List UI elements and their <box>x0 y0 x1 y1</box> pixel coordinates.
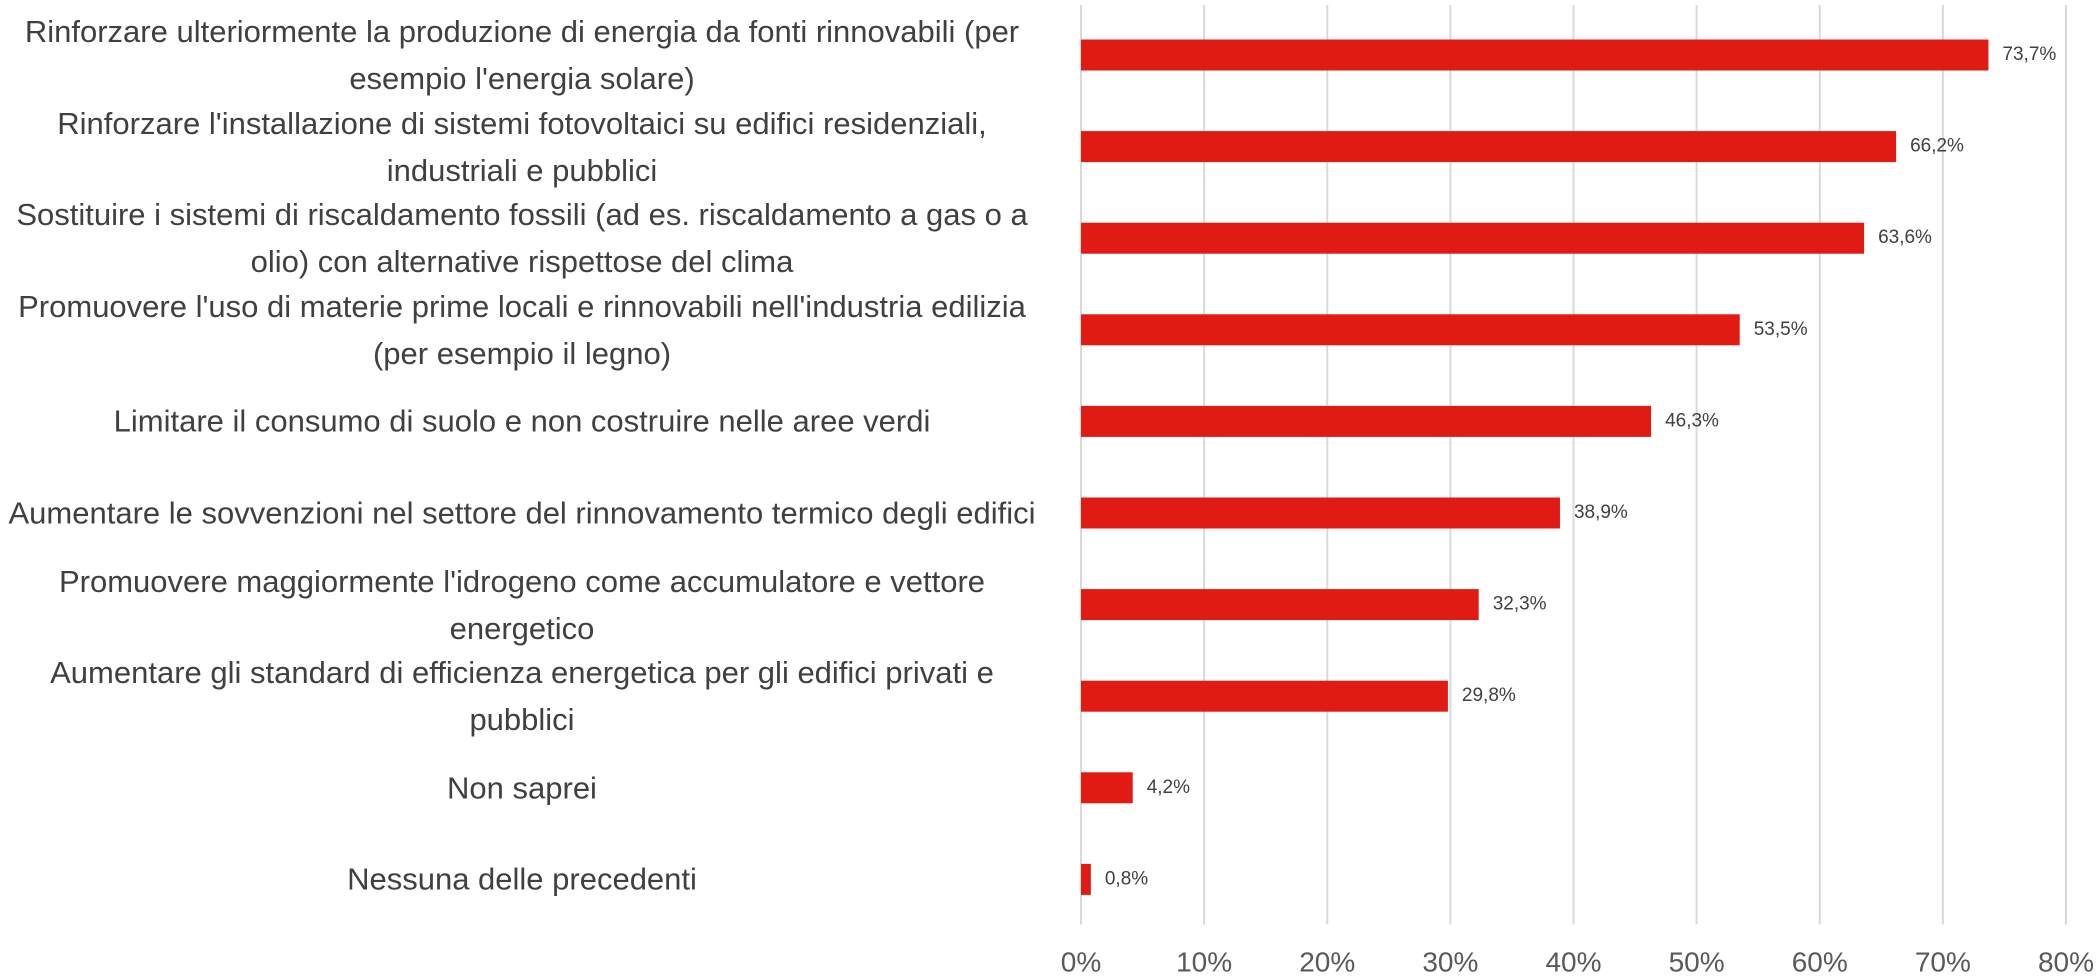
value-label: 4,2% <box>1147 777 1190 798</box>
value-label: 38,9% <box>1574 502 1628 523</box>
category-label: Limitare il consumo di suolo e non costr… <box>113 403 931 439</box>
value-label: 66,2% <box>1910 136 1964 157</box>
value-label: 63,6% <box>1878 227 1932 248</box>
x-tick-label: 60% <box>1792 946 1848 977</box>
category-label: Aumentare gli standard di efficienza ene… <box>50 655 994 738</box>
x-tick-label: 80% <box>2038 946 2094 977</box>
x-tick-label: 40% <box>1545 946 1601 977</box>
bar <box>1081 772 1133 804</box>
category-label: Rinforzare l'installazione di sistemi fo… <box>57 105 987 188</box>
value-label: 53,5% <box>1754 319 1808 340</box>
bar <box>1081 222 1865 254</box>
category-label: Non saprei <box>447 770 597 806</box>
x-tick-label: 0% <box>1061 946 1101 977</box>
category-label: Aumentare le sovvenzioni nel settore del… <box>8 495 1036 531</box>
value-label: 46,3% <box>1665 410 1719 431</box>
bar <box>1081 863 1091 895</box>
category-label: Promuovere maggiormente l'idrogeno come … <box>58 563 986 646</box>
value-label: 29,8% <box>1462 685 1516 706</box>
bar <box>1081 131 1897 163</box>
x-tick-label: 30% <box>1422 946 1478 977</box>
x-tick-label: 50% <box>1669 946 1725 977</box>
bar <box>1081 405 1652 437</box>
category-label: Sostituire i sistemi di riscaldamento fo… <box>16 197 1028 280</box>
bar <box>1081 589 1479 621</box>
x-tick-label: 20% <box>1299 946 1355 977</box>
value-label: 32,3% <box>1493 594 1547 615</box>
bar <box>1081 314 1740 346</box>
value-label: 0,8% <box>1105 868 1148 889</box>
bar <box>1081 39 1989 71</box>
x-tick-label: 70% <box>1915 946 1971 977</box>
value-label: 73,7% <box>2002 44 2056 65</box>
x-tick-label: 10% <box>1176 946 1232 977</box>
category-label: Nessuna delle precedenti <box>347 861 697 897</box>
category-label: Promuovere l'uso di materie prime locali… <box>18 288 1026 371</box>
bar <box>1081 680 1448 712</box>
bar <box>1081 497 1560 529</box>
category-label: Rinforzare ulteriormente la produzione d… <box>24 14 1020 96</box>
